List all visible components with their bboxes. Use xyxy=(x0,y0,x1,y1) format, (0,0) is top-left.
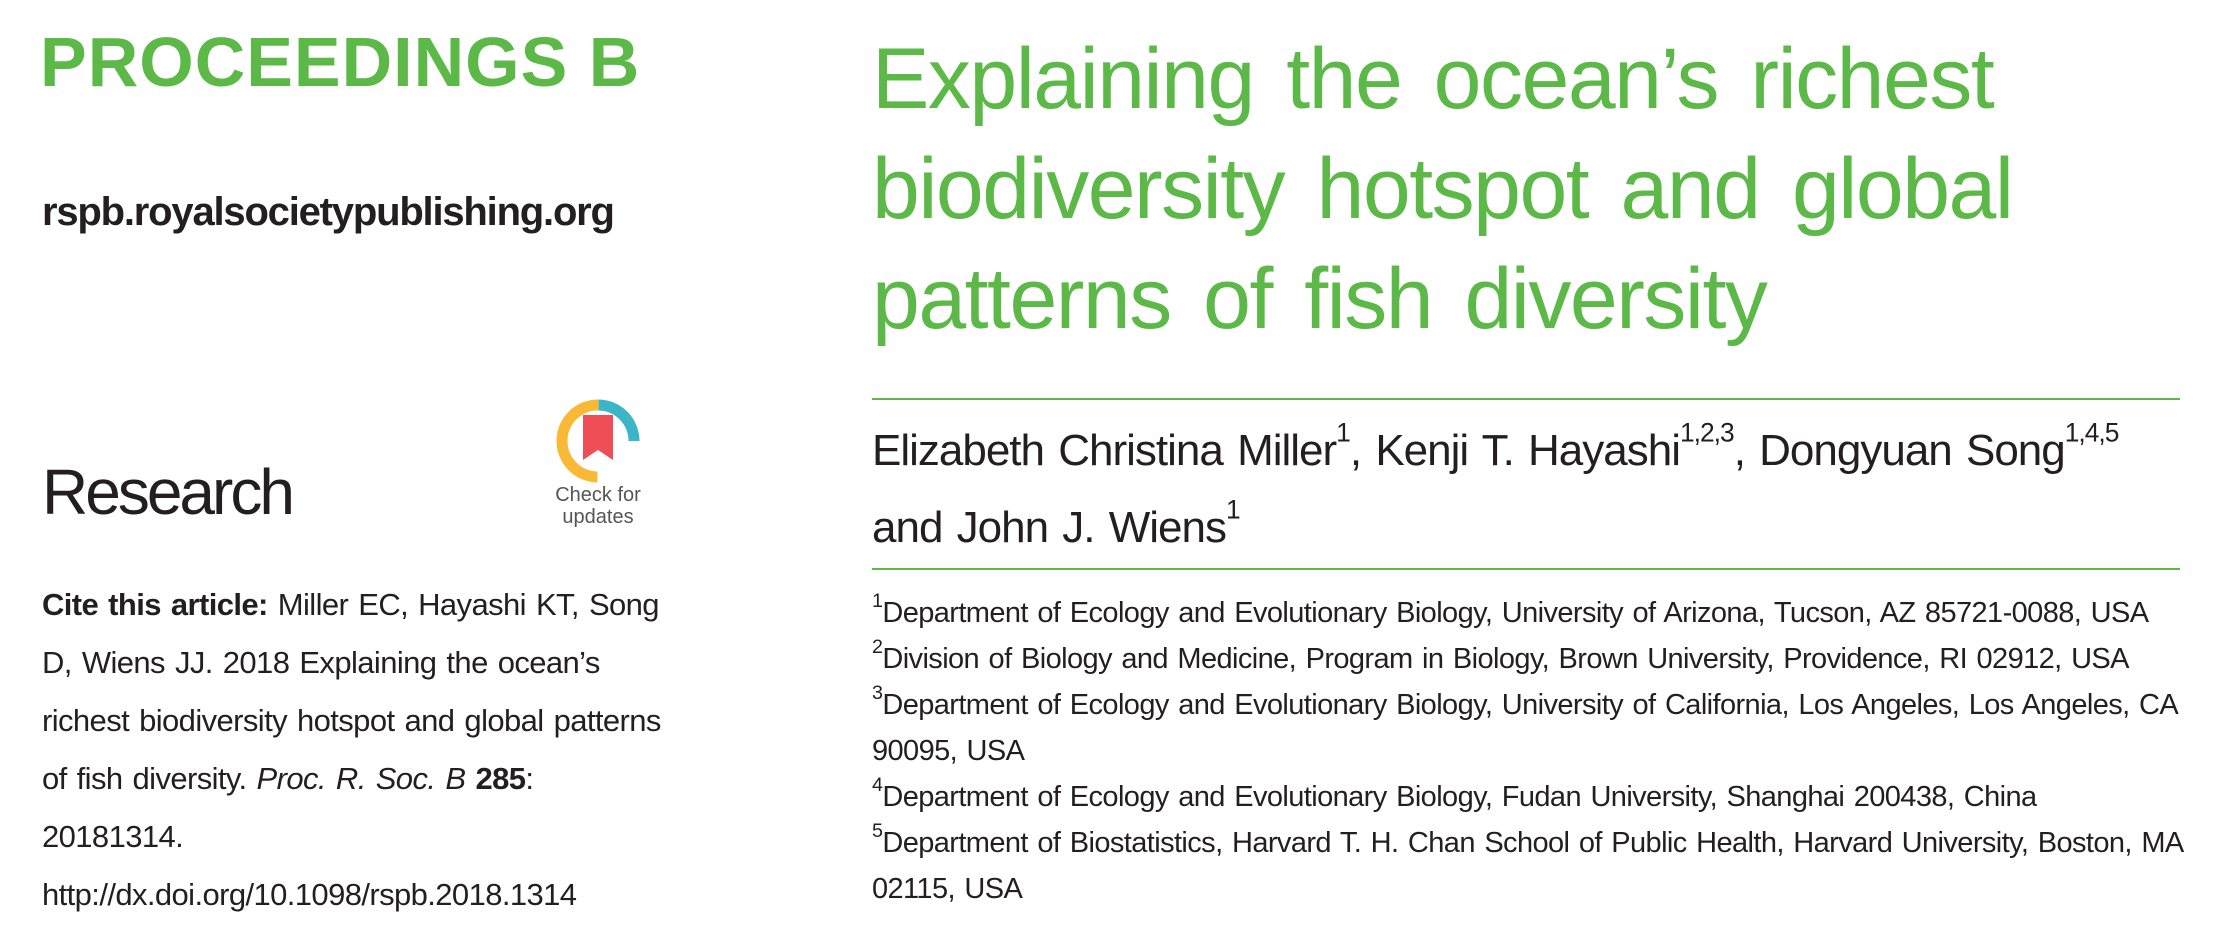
article-title: Explaining the ocean’s richest biodivers… xyxy=(872,31,2014,347)
affiliation-text: Department of Ecology and Evolutionary B… xyxy=(872,689,2177,767)
citation-label: Cite this article: xyxy=(42,587,268,622)
citation-article-number: : 20181314. xyxy=(42,761,534,854)
author-name: Dongyuan Song xyxy=(1759,426,2066,475)
citation-doi-link[interactable]: http://dx.doi.org/10.1098/rspb.2018.1314 xyxy=(42,877,577,912)
journal-name: PROCEEDINGS B xyxy=(40,23,641,101)
author-affiliation-marker: 1 xyxy=(1336,417,1351,448)
author-separator: , xyxy=(1349,426,1376,475)
crossmark-bookmark-icon xyxy=(556,399,640,483)
affiliation-number: 4 xyxy=(872,774,883,797)
affiliation-text: Department of Ecology and Evolutionary B… xyxy=(882,597,2149,629)
affiliation-text: Division of Biology and Medicine, Progra… xyxy=(882,643,2129,675)
author-list: Elizabeth Christina Miller1, Kenji T. Ha… xyxy=(872,412,2182,566)
author-name: and John J. Wiens xyxy=(872,503,1227,552)
author-affiliation-marker: 1,4,5 xyxy=(2064,417,2120,448)
affiliation-list: 1Department of Ecology and Evolutionary … xyxy=(872,590,2184,912)
authors-divider xyxy=(872,568,2180,570)
citation-text: Miller EC, Hayashi KT, Song D, Wiens JJ.… xyxy=(42,587,661,796)
author-name: Kenji T. Hayashi xyxy=(1375,426,1681,475)
citation-journal: Proc. R. Soc. B xyxy=(256,761,467,796)
title-divider xyxy=(872,398,2180,400)
affiliation-number: 5 xyxy=(872,820,883,843)
affiliation-number: 3 xyxy=(872,682,883,705)
journal-website[interactable]: rspb.royalsocietypublishing.org xyxy=(42,190,615,234)
affiliation-number: 2 xyxy=(872,636,883,659)
affiliation-item: 5Department of Biostatistics, Harvard T.… xyxy=(872,820,2184,912)
affiliation-item: 3Department of Ecology and Evolutionary … xyxy=(872,682,2184,774)
citation-block: Cite this article: Miller EC, Hayashi KT… xyxy=(42,576,668,924)
author-affiliation-marker: 1 xyxy=(1225,494,1241,525)
citation-volume: 285 xyxy=(475,761,526,796)
author-separator: , xyxy=(1733,426,1760,475)
author-affiliation-marker: 1,2,3 xyxy=(1680,417,1735,448)
badge-line-2: updates xyxy=(562,506,634,528)
affiliation-item: 2Division of Biology and Medicine, Progr… xyxy=(872,636,2184,682)
affiliation-text: Department of Biostatistics, Harvard T. … xyxy=(872,827,2183,905)
affiliation-text: Department of Ecology and Evolutionary B… xyxy=(882,781,2037,813)
section-label: Research xyxy=(42,456,295,528)
check-for-updates-badge[interactable]: Check for updates xyxy=(538,398,658,528)
badge-line-1: Check for xyxy=(555,484,641,506)
affiliation-item: 1Department of Ecology and Evolutionary … xyxy=(872,590,2184,636)
affiliation-number: 1 xyxy=(872,590,883,613)
author-name: Elizabeth Christina Miller xyxy=(872,426,1337,475)
affiliation-item: 4Department of Ecology and Evolutionary … xyxy=(872,774,2184,820)
